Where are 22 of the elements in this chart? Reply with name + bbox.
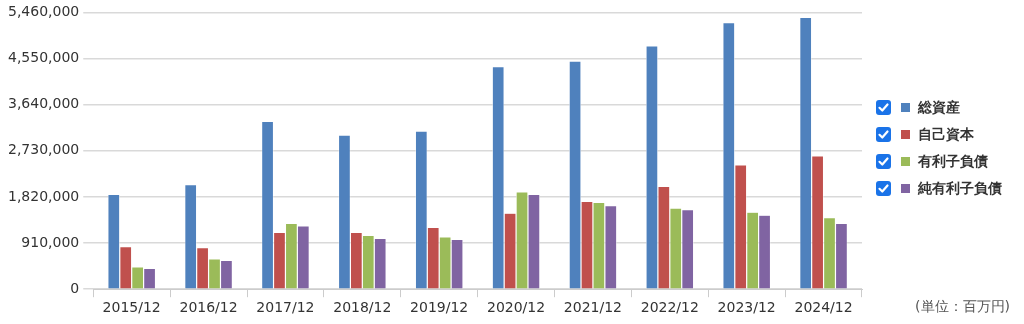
x-tick-label: 2019/12 <box>410 299 469 316</box>
x-tick-label: 2015/12 <box>102 299 161 316</box>
legend-label: 総資産 <box>918 98 960 117</box>
x-tick-label: 2017/12 <box>256 299 315 316</box>
x-tick-label: 2024/12 <box>794 299 853 316</box>
x-tick-label: 2016/12 <box>179 299 238 316</box>
y-tick-label: 910,000 <box>21 233 80 250</box>
legend-label: 純有利子負債 <box>918 179 1002 198</box>
y-tick-label: 5,460,000 <box>7 3 80 20</box>
x-tick-label: 2018/12 <box>333 299 392 316</box>
text: (単位：百万円) <box>915 298 1010 316</box>
y-tick-label: 4,550,000 <box>7 49 80 66</box>
x-tick-label: 2023/12 <box>717 299 776 316</box>
legend-label: 自己資本 <box>918 125 974 144</box>
x-tick-label: 2020/12 <box>486 299 546 316</box>
y-tick-label: 1,820,000 <box>7 187 80 204</box>
x-tick-label: 2021/12 <box>563 299 623 316</box>
legend-label: 有利子負債 <box>918 152 988 171</box>
y-tick-label: 0 <box>70 279 80 296</box>
y-tick-label: 2,730,000 <box>7 141 80 158</box>
x-tick-label: 2022/12 <box>640 299 699 316</box>
y-tick-label: 3,640,000 <box>7 95 80 112</box>
